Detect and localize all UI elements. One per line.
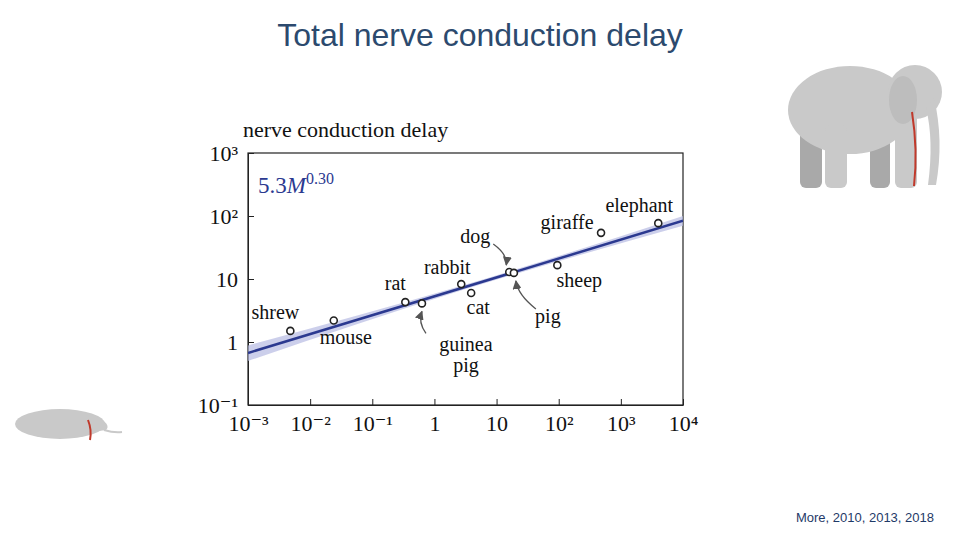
title: Total nerve conduction delay xyxy=(277,17,683,53)
data-point xyxy=(330,317,337,324)
plot-area xyxy=(248,216,683,361)
y-tick: 10⁻¹ xyxy=(198,393,254,418)
point-label: mouse xyxy=(320,326,372,348)
points xyxy=(287,220,662,335)
y-tick-label: 1 xyxy=(227,330,238,355)
x-tick-label: 10⁴ xyxy=(669,411,699,436)
y-axis-title: nerve conduction delay xyxy=(243,117,448,142)
labels: 5.3M0.30 shrew mouse rat guineapig rabbit cat d… xyxy=(251,170,673,377)
citation: More, 2010, 2013, 2018 xyxy=(796,510,934,525)
y-tick-mark xyxy=(248,342,254,343)
y-tick-mark xyxy=(248,279,254,280)
x-tick-mark xyxy=(310,399,311,405)
y-tick-label: 10² xyxy=(209,204,238,229)
point-label: giraffe xyxy=(541,211,594,234)
x-tick: 10³ xyxy=(607,399,636,436)
formula-variable: M xyxy=(286,173,308,198)
formula-exponent: 0.30 xyxy=(306,170,334,187)
x-tick: 10 xyxy=(486,399,508,436)
nerve-line xyxy=(88,420,91,440)
y-tick: 10 xyxy=(216,267,254,292)
point-label: rat xyxy=(385,272,407,294)
point-label: sheep xyxy=(557,269,603,292)
elephant-leg xyxy=(825,125,847,188)
label-arrow xyxy=(516,281,536,309)
point-label: cat xyxy=(467,296,491,318)
point-label: guineapig xyxy=(439,333,492,377)
data-point xyxy=(554,262,561,269)
x-tick: 1 xyxy=(429,399,440,436)
point-label: elephant xyxy=(605,194,673,217)
plot-frame xyxy=(248,153,683,405)
elephant-trunk xyxy=(926,98,940,185)
x-tick-label: 10⁻¹ xyxy=(353,411,393,436)
x-tick: 10⁴ xyxy=(669,399,699,436)
point-label: pig xyxy=(535,305,561,328)
x-axis: 10⁻³10⁻²10⁻¹11010²10³10⁴ xyxy=(228,399,698,436)
x-tick-mark xyxy=(683,399,684,405)
y-tick-label: 10 xyxy=(216,267,238,292)
y-tick-mark xyxy=(248,405,254,406)
point-label: shrew xyxy=(251,301,299,323)
x-tick-mark xyxy=(372,399,373,405)
y-tick-label: 10³ xyxy=(209,141,238,166)
label-arrow xyxy=(493,244,506,265)
y-tick: 10³ xyxy=(209,141,254,166)
data-point xyxy=(458,281,465,288)
y-tick-label: 10⁻¹ xyxy=(198,393,238,418)
y-tick-mark xyxy=(248,216,254,217)
x-tick-label: 10⁻² xyxy=(291,411,332,436)
y-tick-mark xyxy=(248,153,254,154)
shrew-tail xyxy=(104,430,122,432)
point-label: dog xyxy=(460,225,490,248)
data-point xyxy=(655,220,662,227)
point-label: rabbit xyxy=(424,256,471,278)
shrew-silhouette xyxy=(15,409,122,440)
y-tick: 10² xyxy=(209,204,254,229)
x-tick: 10⁻¹ xyxy=(353,399,393,436)
x-tick-label: 1 xyxy=(429,411,440,436)
x-tick-mark xyxy=(434,399,435,405)
x-tick-label: 10³ xyxy=(607,411,636,436)
elephant-silhouette xyxy=(788,65,942,188)
decorations xyxy=(15,65,942,440)
chart-svg: Total nerve conduction delay More, 2010, … xyxy=(0,0,960,540)
x-tick-mark xyxy=(621,399,622,405)
x-tick-mark xyxy=(559,399,560,405)
x-tick: 10² xyxy=(545,399,574,436)
formula-coefficient: 5.3 xyxy=(258,173,287,198)
x-axis-line xyxy=(249,405,684,406)
y-axis: 10⁻¹ 1 10 10² 10³ xyxy=(198,141,254,418)
confidence-band xyxy=(248,216,683,361)
x-tick-mark xyxy=(497,399,498,405)
data-point xyxy=(402,299,409,306)
x-tick-label: 10² xyxy=(545,411,574,436)
shrew-body xyxy=(15,409,105,439)
x-tick: 10⁻² xyxy=(291,399,332,436)
data-point xyxy=(418,300,425,307)
fit-formula: 5.3M0.30 xyxy=(258,170,334,198)
nerve-line xyxy=(912,112,916,186)
data-point xyxy=(287,327,294,334)
x-tick-label: 10 xyxy=(486,411,508,436)
data-point xyxy=(510,269,517,276)
label-arrow xyxy=(421,311,426,333)
data-point xyxy=(598,229,605,236)
